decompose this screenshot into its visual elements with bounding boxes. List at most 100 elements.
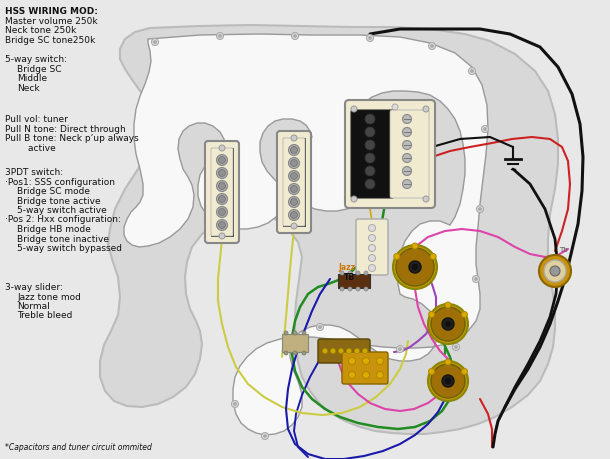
- Text: Treble bleed: Treble bleed: [17, 311, 73, 320]
- Circle shape: [217, 34, 223, 40]
- Circle shape: [365, 141, 375, 151]
- Text: Bridge HB mode: Bridge HB mode: [17, 224, 91, 234]
- Text: 3-way slider:: 3-way slider:: [5, 282, 63, 291]
- Text: ·Pos1: SSS configuration: ·Pos1: SSS configuration: [5, 177, 115, 186]
- Circle shape: [376, 358, 384, 365]
- Circle shape: [289, 158, 300, 169]
- Circle shape: [398, 348, 401, 351]
- Circle shape: [290, 186, 298, 193]
- Circle shape: [318, 326, 321, 329]
- Bar: [211, 149, 233, 236]
- Text: 3PDT switch:: 3PDT switch:: [5, 168, 63, 177]
- Circle shape: [354, 349, 359, 354]
- Circle shape: [289, 171, 300, 182]
- Circle shape: [348, 358, 356, 365]
- Circle shape: [362, 372, 370, 379]
- Circle shape: [367, 35, 373, 42]
- Circle shape: [362, 349, 367, 354]
- Circle shape: [364, 287, 368, 291]
- Circle shape: [351, 196, 357, 202]
- Circle shape: [376, 372, 384, 379]
- Polygon shape: [100, 26, 558, 434]
- Circle shape: [218, 222, 226, 229]
- Circle shape: [232, 401, 239, 408]
- Text: Tb: Tb: [559, 246, 568, 252]
- Circle shape: [289, 145, 300, 156]
- Circle shape: [476, 206, 484, 213]
- Circle shape: [428, 44, 436, 50]
- Circle shape: [340, 287, 344, 291]
- Bar: [283, 139, 305, 226]
- Circle shape: [368, 265, 376, 272]
- Circle shape: [289, 197, 300, 208]
- Circle shape: [473, 276, 479, 283]
- Circle shape: [431, 364, 465, 398]
- Circle shape: [429, 369, 434, 375]
- Circle shape: [403, 141, 412, 150]
- Circle shape: [290, 212, 298, 219]
- Circle shape: [445, 302, 451, 308]
- Circle shape: [392, 105, 398, 111]
- Circle shape: [290, 147, 298, 154]
- Circle shape: [331, 349, 336, 354]
- Circle shape: [368, 235, 376, 242]
- Circle shape: [428, 361, 468, 401]
- Circle shape: [484, 128, 487, 131]
- Circle shape: [478, 208, 481, 211]
- Circle shape: [365, 154, 375, 164]
- Circle shape: [368, 245, 376, 252]
- Circle shape: [378, 356, 381, 359]
- FancyBboxPatch shape: [351, 111, 394, 199]
- Text: Bridge SC tone250k: Bridge SC tone250k: [5, 35, 95, 45]
- Circle shape: [291, 136, 297, 142]
- Circle shape: [396, 346, 403, 353]
- Circle shape: [362, 358, 370, 365]
- Circle shape: [364, 271, 368, 275]
- FancyBboxPatch shape: [318, 339, 370, 363]
- Circle shape: [218, 209, 226, 216]
- Circle shape: [351, 107, 357, 113]
- Circle shape: [217, 194, 228, 205]
- Circle shape: [217, 168, 228, 179]
- Circle shape: [365, 115, 375, 125]
- Circle shape: [429, 312, 434, 318]
- Circle shape: [348, 287, 352, 291]
- Circle shape: [218, 196, 226, 203]
- Text: Bridge SC mode: Bridge SC mode: [17, 187, 90, 196]
- FancyBboxPatch shape: [277, 132, 311, 234]
- Circle shape: [461, 369, 467, 375]
- Text: Jazz: Jazz: [338, 263, 355, 271]
- Circle shape: [428, 304, 468, 344]
- Circle shape: [445, 321, 451, 327]
- Circle shape: [454, 346, 458, 349]
- Circle shape: [264, 435, 267, 437]
- Circle shape: [217, 220, 228, 231]
- Circle shape: [445, 359, 451, 365]
- Circle shape: [292, 34, 298, 40]
- Circle shape: [403, 167, 412, 176]
- Circle shape: [470, 70, 473, 73]
- Text: Pull N tone: Direct through: Pull N tone: Direct through: [5, 124, 126, 133]
- Circle shape: [293, 35, 296, 39]
- Circle shape: [302, 351, 306, 355]
- FancyBboxPatch shape: [211, 149, 233, 236]
- FancyBboxPatch shape: [283, 139, 305, 226]
- Circle shape: [289, 210, 300, 221]
- Circle shape: [365, 128, 375, 138]
- Circle shape: [293, 351, 297, 355]
- Circle shape: [550, 266, 560, 276]
- Text: Master volume 250k: Master volume 250k: [5, 17, 98, 25]
- Circle shape: [356, 287, 360, 291]
- Text: Normal: Normal: [17, 302, 50, 310]
- FancyBboxPatch shape: [390, 111, 429, 199]
- Circle shape: [430, 254, 436, 260]
- FancyBboxPatch shape: [205, 142, 239, 243]
- Text: Pull vol: tuner: Pull vol: tuner: [5, 115, 68, 124]
- Circle shape: [219, 234, 225, 240]
- Circle shape: [368, 38, 371, 40]
- Text: HSS WIRING MOD:: HSS WIRING MOD:: [5, 7, 98, 16]
- Circle shape: [262, 432, 268, 440]
- Circle shape: [431, 45, 434, 48]
- Circle shape: [348, 372, 356, 379]
- Circle shape: [217, 181, 228, 192]
